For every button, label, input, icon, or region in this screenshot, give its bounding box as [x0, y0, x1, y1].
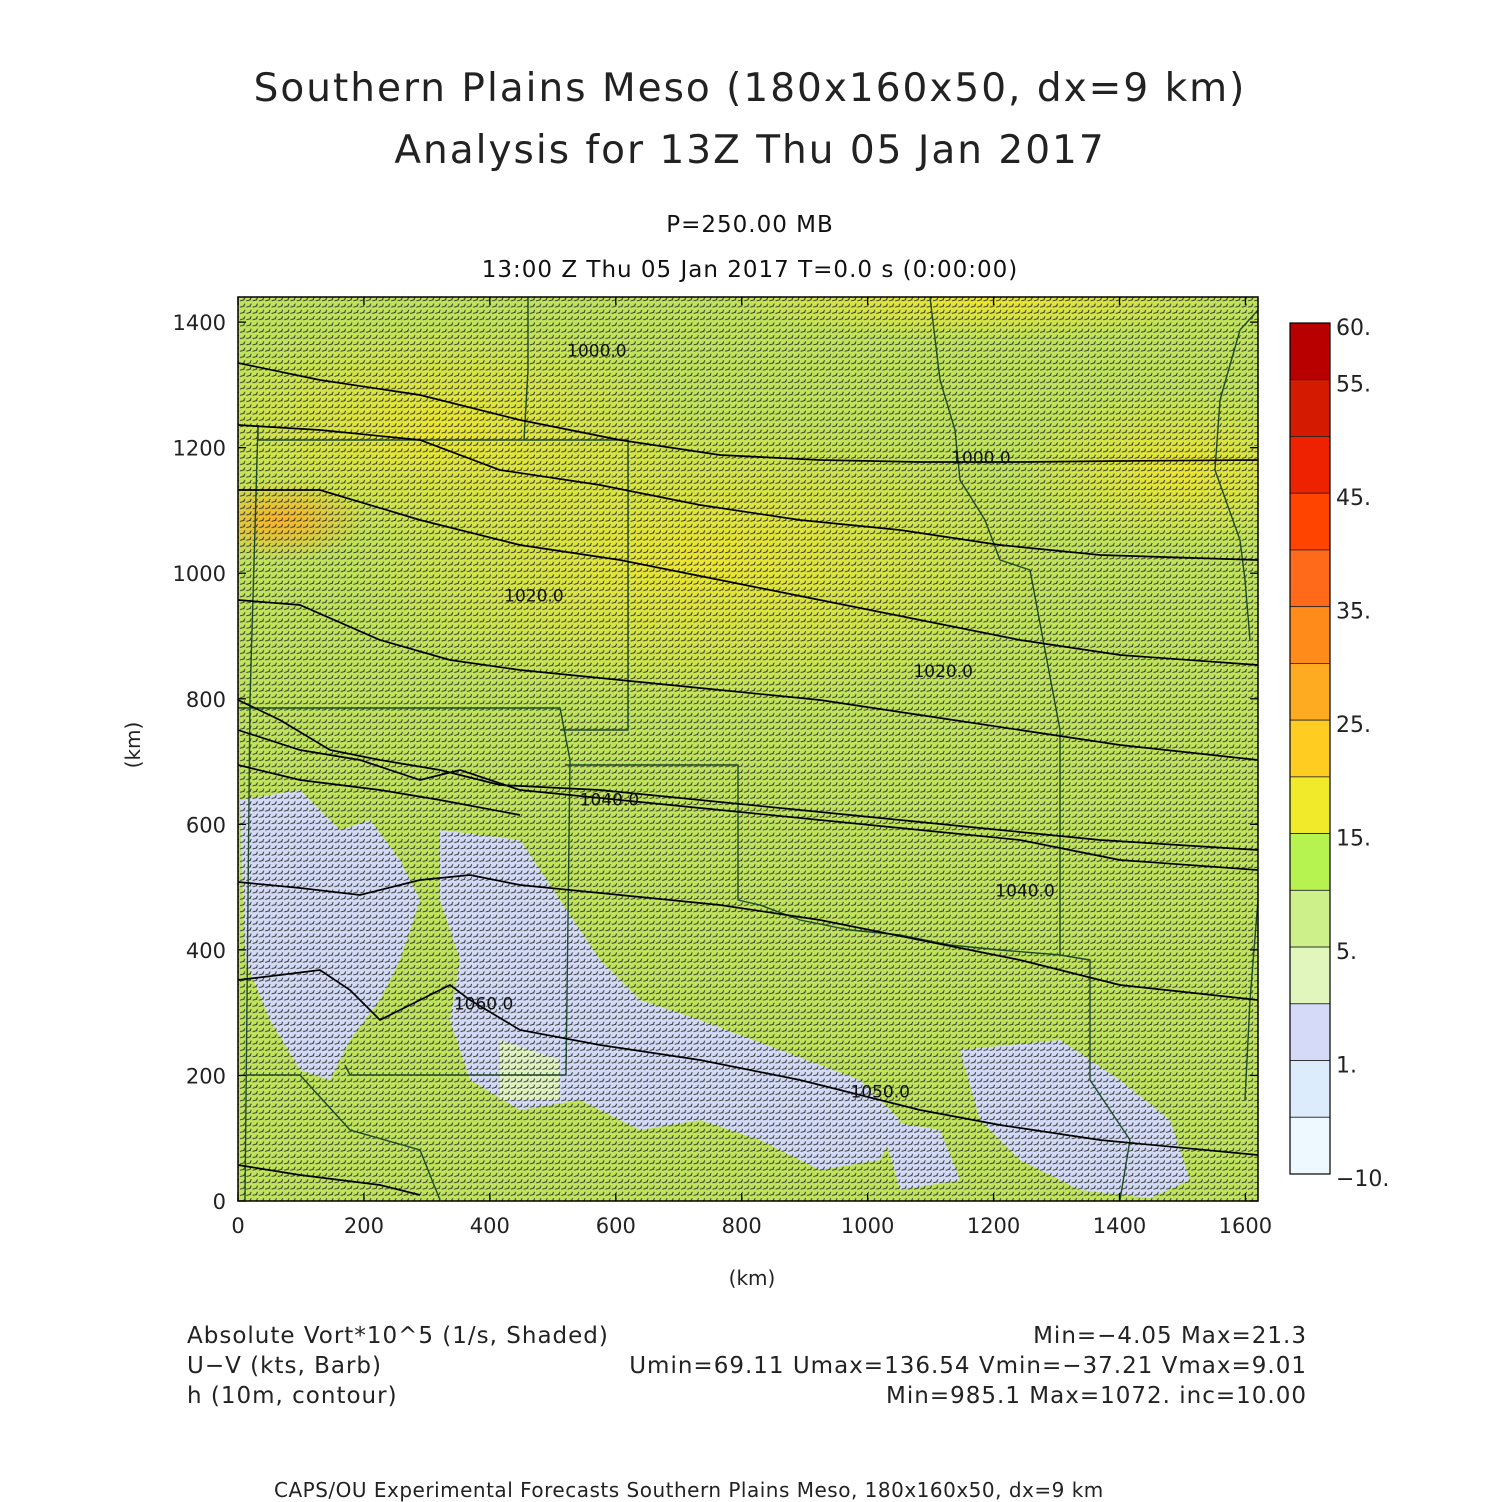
colorbar-label: −10.: [1336, 1167, 1389, 1192]
valid-time: 13:00 Z Thu 05 Jan 2017 T=0.0 s (0:00:00…: [481, 257, 1019, 283]
contour-label: 1020.0: [504, 586, 563, 606]
legend-wind-label: U−V (kts, Barb): [187, 1353, 382, 1379]
contour-label: 1020.0: [913, 662, 972, 682]
x-tick-label: 0: [231, 1214, 244, 1238]
colorbar-segment: [1289, 379, 1331, 437]
colorbar-label: 15.: [1336, 827, 1371, 852]
y-tick-label: 200: [186, 1064, 226, 1088]
colorbar: 60. 55. 45. 35. 25. 15. 5. 1. −10.: [1289, 316, 1389, 1192]
colorbar-segment: [1289, 436, 1331, 494]
colorbar-segment: [1289, 889, 1331, 948]
colorbar-segment: [1289, 322, 1331, 381]
legend-vorticity-stats: Min=−4.05 Max=21.3: [1033, 1323, 1307, 1349]
x-axis-ticks: 0 200 400 600 800 1000 1200 1400 1600: [231, 297, 1272, 1238]
legend-height-stats: Min=985.1 Max=1072. inc=10.00: [886, 1383, 1307, 1409]
colorbar-label: 5.: [1336, 940, 1357, 965]
legend-wind-stats: Umin=69.11 Umax=136.54 Vmin=−37.21 Vmax=…: [629, 1353, 1307, 1379]
y-tick-label: 600: [186, 813, 226, 837]
colorbar-segment: [1289, 776, 1331, 834]
plot-title-line2: Analysis for 13Z Thu 05 Jan 2017: [394, 128, 1106, 173]
vorticity-shading: [238, 297, 1258, 1201]
footer-credit: CAPS/OU Experimental Forecasts Southern …: [274, 1478, 1104, 1502]
state-borders: [238, 297, 1258, 1201]
colorbar-segment: [1289, 663, 1331, 721]
legend-vorticity-label: Absolute Vort*10^5 (1/s, Shaded): [187, 1323, 609, 1349]
x-tick-label: 1000: [841, 1214, 894, 1238]
x-tick-label: 200: [344, 1214, 384, 1238]
y-tick-label: 1200: [173, 437, 226, 461]
contour-label: 1000.0: [567, 342, 626, 362]
colorbar-label: 1.: [1336, 1054, 1357, 1079]
y-tick-label: 400: [186, 939, 226, 963]
y-tick-label: 0: [213, 1190, 226, 1214]
x-tick-label: 1200: [967, 1214, 1020, 1238]
colorbar-segment: [1289, 1003, 1331, 1061]
colorbar-segment: [1289, 492, 1331, 551]
x-tick-label: 1600: [1219, 1214, 1272, 1238]
x-tick-label: 400: [470, 1214, 510, 1238]
colorbar-segment: [1289, 606, 1331, 664]
colorbar-segment: [1289, 1116, 1331, 1175]
colorbar-segment: [1289, 549, 1331, 608]
x-axis-label: (km): [729, 1266, 776, 1290]
contour-label: 1040.0: [995, 882, 1054, 902]
colorbar-frame: [1289, 322, 1331, 1175]
plot-title-line1: Southern Plains Meso (180x160x50, dx=9 k…: [253, 66, 1247, 111]
colorbar-label: 55.: [1336, 373, 1371, 398]
x-tick-label: 1400: [1093, 1214, 1146, 1238]
pressure-level: P=250.00 MB: [666, 212, 834, 238]
colorbar-label: 60.: [1336, 316, 1371, 341]
contour-label: 1060.0: [454, 995, 513, 1015]
contour-label: 1000.0: [951, 448, 1010, 468]
height-contours: [238, 362, 1258, 1196]
plot-frame: [237, 296, 1259, 1202]
x-tick-label: 800: [722, 1214, 762, 1238]
colorbar-label: 25.: [1336, 713, 1371, 738]
y-axis-label: (km): [121, 722, 145, 769]
x-tick-label: 600: [596, 1214, 636, 1238]
colorbar-segment: [1289, 719, 1331, 778]
contour-labels: 1000.0 1000.0 1020.0 1020.0 1040.0 1040.0 1060…: [454, 342, 1055, 1103]
colorbar-segment: [1289, 946, 1331, 1005]
legend-height-label: h (10m, contour): [187, 1383, 398, 1409]
y-tick-label: 1000: [173, 562, 226, 586]
colorbar-label: 35.: [1336, 600, 1371, 625]
y-tick-label: 800: [186, 688, 226, 712]
y-tick-label: 1400: [173, 311, 226, 335]
colorbar-segment: [1289, 1060, 1331, 1118]
contour-label: 1050.0: [850, 1082, 909, 1102]
y-axis-ticks: 0 200 400 600 800 1000 1200 1400: [173, 311, 1258, 1214]
colorbar-segment: [1289, 833, 1331, 891]
contour-label: 1040.0: [580, 791, 639, 811]
colorbar-label: 45.: [1336, 486, 1371, 511]
